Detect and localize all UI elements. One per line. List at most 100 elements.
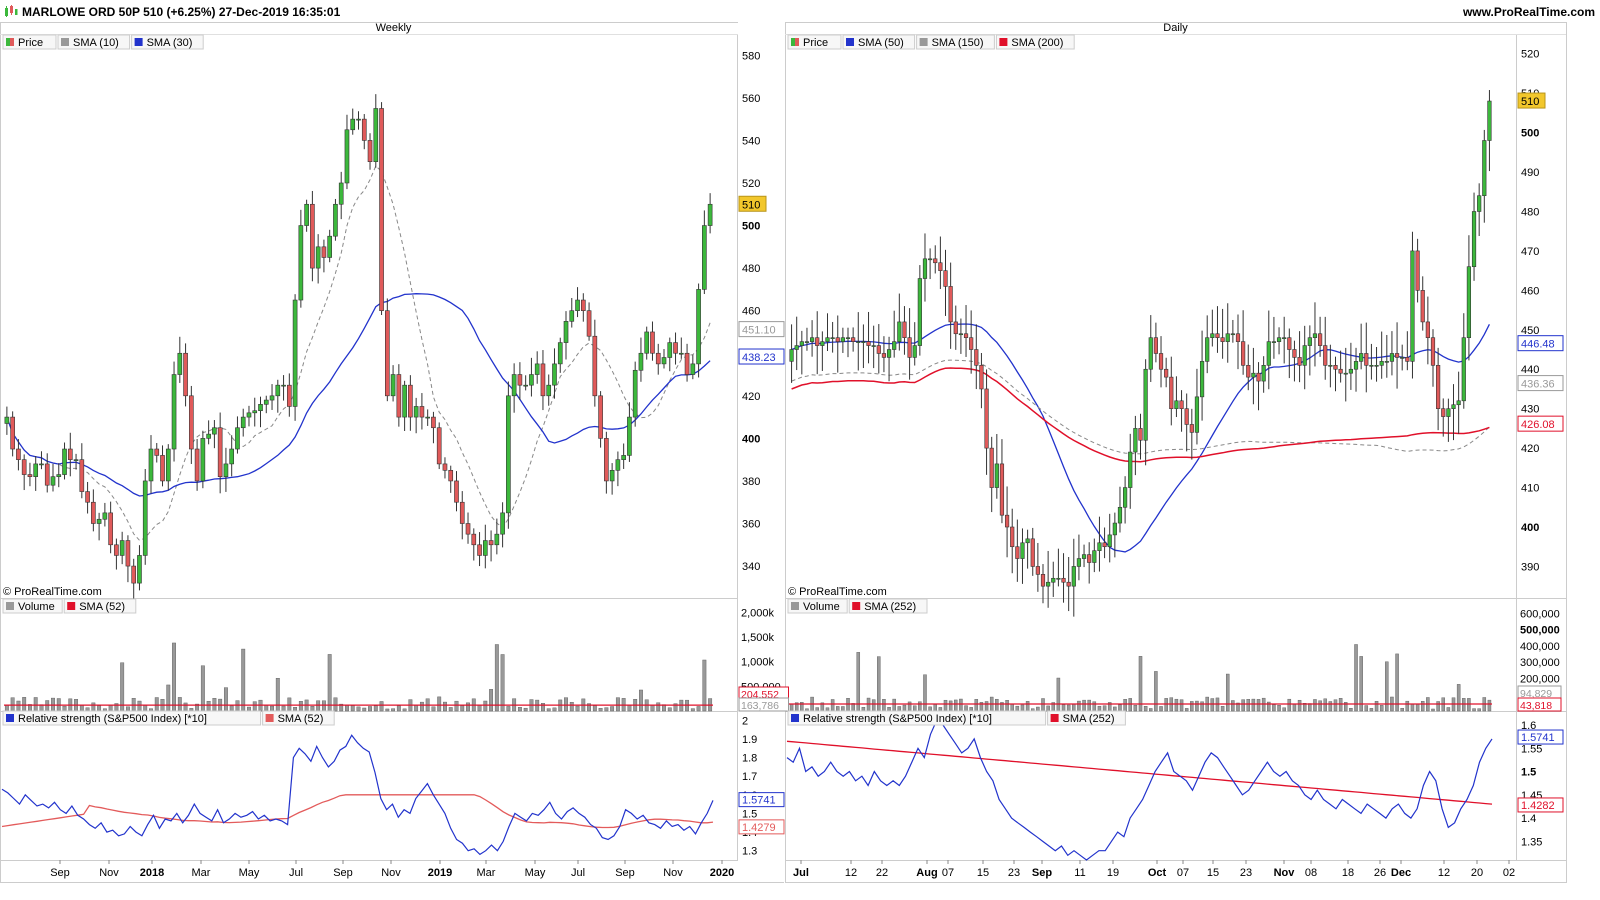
weekly-sma-value: 438.23 <box>742 352 776 364</box>
daily-price-legend-box[interactable] <box>995 34 1075 50</box>
daily-candle <box>933 258 938 264</box>
daily-volume-bar <box>1179 699 1184 712</box>
daily-volume-tick: 600,000 <box>1520 608 1560 620</box>
daily-volume-bar <box>1467 698 1471 712</box>
daily-volume-bar <box>902 704 907 712</box>
daily-x-tick-label: 23 <box>1008 867 1020 879</box>
weekly-volume-bar <box>402 708 407 712</box>
daily-volume-bar <box>943 699 948 712</box>
weekly-volume-bar <box>460 705 465 712</box>
weekly-candle <box>390 374 396 397</box>
weekly-candle <box>575 299 580 311</box>
weekly-candle <box>281 384 286 387</box>
daily-price-legend-label: SMA (50) <box>858 37 904 49</box>
weekly-candle <box>137 555 142 584</box>
weekly-rs-legend-box[interactable] <box>2 710 262 726</box>
weekly-volume-bar <box>172 642 176 712</box>
daily-x-tick-label: Jul <box>793 867 809 879</box>
weekly-volume-bar <box>391 708 396 712</box>
daily-candle <box>897 321 902 342</box>
daily-candle <box>963 333 969 338</box>
weekly-volume-bar <box>4 704 9 712</box>
daily-price-tick: 410 <box>1521 483 1539 495</box>
weekly-volume-bar <box>247 706 251 712</box>
daily-volume-legend-box[interactable] <box>787 598 848 614</box>
weekly-candle <box>189 395 194 450</box>
weekly-volume-bar <box>45 700 50 712</box>
weekly-candle <box>673 342 678 354</box>
weekly-price-legend-box[interactable] <box>2 34 57 50</box>
weekly-candle <box>442 463 448 471</box>
weekly-volume-bar <box>477 704 482 712</box>
daily-candle <box>943 270 948 287</box>
daily-candle <box>1302 345 1307 366</box>
site-link[interactable]: www.ProRealTime.com <box>1462 5 1595 19</box>
daily-price-tick: 480 <box>1521 206 1539 218</box>
weekly-volume-bar <box>552 707 557 712</box>
weekly-candle <box>154 448 160 456</box>
weekly-candle <box>402 384 407 418</box>
weekly-rs-tick: 1.8 <box>742 753 757 765</box>
daily-price-legend-box[interactable] <box>787 34 842 50</box>
weekly-volume-bar <box>321 700 326 712</box>
daily-candle <box>1184 408 1189 425</box>
weekly-sma-tag <box>738 321 785 338</box>
daily-candle <box>1004 514 1010 528</box>
weekly-volume-bar <box>223 687 228 712</box>
weekly-volume-bar <box>16 700 21 712</box>
weekly-candle <box>229 448 235 465</box>
weekly-rs-sma <box>1 794 714 829</box>
weekly-price-legend-swatch <box>10 38 14 46</box>
weekly-rs-legend-box[interactable] <box>262 710 335 726</box>
weekly-candle <box>690 363 696 375</box>
weekly-price-tick: 380 <box>742 476 760 488</box>
weekly-candle <box>131 565 137 584</box>
weekly-candle <box>511 374 517 397</box>
weekly-price-legend-box[interactable] <box>131 34 204 50</box>
weekly-volume-legend-box[interactable] <box>63 598 137 614</box>
daily-candle <box>1379 361 1384 366</box>
weekly-candle <box>165 448 171 482</box>
weekly-candle <box>79 459 85 492</box>
daily-candle <box>1333 365 1338 370</box>
daily-volume-bar <box>1395 653 1399 712</box>
daily-volume-bar <box>1113 706 1117 712</box>
weekly-volume-bar <box>252 701 257 712</box>
daily-x-tick-label: 08 <box>1305 867 1317 879</box>
daily-volume-bar <box>1190 701 1194 712</box>
daily-volume-bar <box>1267 701 1271 712</box>
daily-volume-bar <box>1374 701 1379 712</box>
daily-volume-bar <box>1154 671 1158 712</box>
weekly-candle <box>269 395 275 401</box>
weekly-x-tick-label: Nov <box>663 867 683 879</box>
weekly-price-legend-box[interactable] <box>57 34 131 50</box>
weekly-rs-tick: 1.3 <box>742 846 757 858</box>
daily-price-legend-box[interactable] <box>842 34 916 50</box>
daily-candle <box>835 337 840 342</box>
daily-volume-bar <box>1195 700 1199 712</box>
daily-volume-legend-swatch <box>791 602 799 610</box>
daily-candle <box>928 258 933 261</box>
daily-volume-legend-box[interactable] <box>848 598 928 614</box>
weekly-candle <box>361 118 367 141</box>
weekly-candle <box>344 129 350 184</box>
daily-price-legend-box[interactable] <box>916 34 995 50</box>
daily-x-tick-label: 15 <box>977 867 989 879</box>
weekly-candle <box>292 299 298 407</box>
daily-candle <box>871 345 876 347</box>
daily-candle <box>1287 337 1292 350</box>
weekly-volume-bar <box>293 707 298 712</box>
daily-volume-bar <box>1138 656 1143 712</box>
daily-rs-legend-box[interactable] <box>787 710 1047 726</box>
weekly-volume-bar <box>241 648 246 712</box>
weekly-x-tick-label: 2019 <box>428 867 452 879</box>
weekly-candle <box>615 459 621 471</box>
weekly-candle <box>552 363 557 386</box>
daily-price-legend-label: SMA (150) <box>932 37 984 49</box>
weekly-candle <box>408 384 413 418</box>
weekly-volume-legend-box[interactable] <box>2 598 63 614</box>
weekly-sma30 <box>6 293 711 497</box>
daily-candle <box>1456 400 1461 406</box>
daily-rs-legend-box[interactable] <box>1047 710 1126 726</box>
